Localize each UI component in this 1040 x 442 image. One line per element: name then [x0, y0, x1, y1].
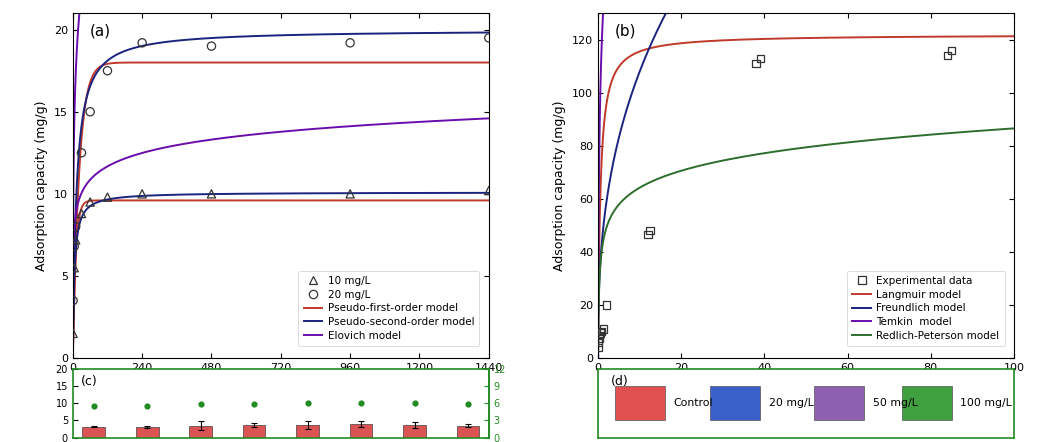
Point [66, 264, 82, 271]
Point [642, 227, 658, 234]
Point [66, 243, 82, 250]
Point [64, 297, 81, 304]
Point [134, 191, 151, 198]
Legend: Experimental data, Langmuir model, Freundlich model, Temkin  model, Redlich-Pete: Experimental data, Langmuir model, Freun… [848, 271, 1005, 346]
Bar [457, 426, 479, 438]
Point [192, 401, 209, 408]
Point [203, 191, 219, 198]
Point [640, 231, 656, 238]
Point [99, 194, 115, 201]
Point [407, 400, 423, 407]
Point [203, 42, 219, 50]
Bar [135, 427, 158, 438]
Bar [82, 427, 105, 438]
Text: (b): (b) [615, 23, 636, 38]
Point [68, 236, 84, 244]
Point [480, 34, 497, 42]
Bar [902, 386, 952, 420]
Point [73, 149, 89, 156]
Text: (a): (a) [89, 23, 110, 38]
Point [591, 335, 607, 342]
Point [752, 55, 769, 62]
Text: Control: Control [673, 398, 712, 408]
Bar [189, 426, 212, 438]
Point [598, 301, 615, 309]
Point [134, 39, 151, 46]
Point [64, 330, 81, 337]
Y-axis label: Adsorption capacity (mg/g): Adsorption capacity (mg/g) [35, 100, 48, 271]
Bar [404, 425, 426, 438]
Bar [242, 425, 265, 438]
Point [591, 339, 607, 346]
Point [943, 47, 960, 54]
X-axis label: Time (min): Time (min) [246, 378, 315, 392]
Point [300, 400, 316, 407]
Bar [814, 386, 864, 420]
Text: (c): (c) [81, 374, 98, 388]
Point [82, 198, 99, 206]
Text: 50 mg/L: 50 mg/L [873, 398, 917, 408]
Point [353, 399, 369, 406]
Legend: 10 mg/L, 20 mg/L, Pseudo-first-order model, Pseudo-second-order model, Elovich m: 10 mg/L, 20 mg/L, Pseudo-first-order mod… [298, 271, 479, 346]
Point [592, 329, 608, 336]
Point [592, 332, 608, 339]
Point [595, 325, 612, 332]
Text: 20 mg/L: 20 mg/L [769, 398, 813, 408]
Point [342, 39, 359, 46]
Point [748, 60, 764, 67]
Point [460, 400, 476, 408]
Text: 100 mg/L: 100 mg/L [960, 398, 1012, 408]
Point [73, 210, 89, 217]
Point [939, 52, 956, 59]
Point [342, 191, 359, 198]
Text: (d): (d) [610, 374, 628, 388]
Bar [349, 424, 372, 438]
Point [138, 402, 155, 409]
Bar [615, 386, 665, 420]
Point [590, 344, 606, 351]
Bar [710, 386, 760, 420]
Bar [296, 425, 319, 438]
Point [99, 67, 115, 74]
X-axis label: Equilibrium concentration (mg/L): Equilibrium concentration (mg/L) [703, 378, 909, 392]
Point [82, 108, 99, 115]
Y-axis label: Adsorption capacity (mg/g): Adsorption capacity (mg/g) [553, 100, 567, 271]
Point [245, 400, 262, 408]
Point [85, 403, 102, 410]
Point [68, 223, 84, 230]
Point [594, 328, 610, 335]
Point [480, 187, 497, 194]
